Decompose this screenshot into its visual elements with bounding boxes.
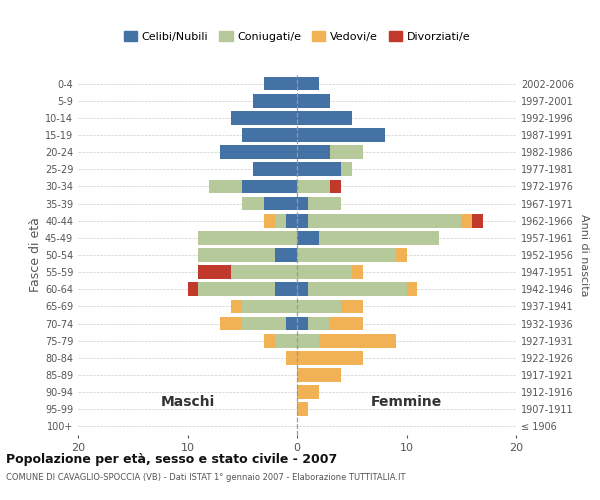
Bar xyxy=(308,196,341,210)
Text: Femmine: Femmine xyxy=(371,394,442,408)
Bar xyxy=(330,146,363,159)
Bar xyxy=(297,196,308,210)
Bar xyxy=(297,94,330,108)
Bar xyxy=(264,214,275,228)
Bar xyxy=(297,386,319,399)
Bar xyxy=(297,266,352,279)
Bar xyxy=(330,180,341,194)
Bar xyxy=(308,282,407,296)
Bar xyxy=(242,180,297,194)
Bar xyxy=(297,111,352,124)
Bar xyxy=(199,282,275,296)
Bar xyxy=(242,196,264,210)
Text: Popolazione per età, sesso e stato civile - 2007: Popolazione per età, sesso e stato civil… xyxy=(6,452,337,466)
Bar xyxy=(220,316,242,330)
Bar xyxy=(275,282,297,296)
Bar xyxy=(264,196,297,210)
Bar xyxy=(395,248,407,262)
Bar xyxy=(242,316,286,330)
Bar xyxy=(297,214,308,228)
Bar xyxy=(319,231,439,244)
Bar xyxy=(461,214,472,228)
Bar xyxy=(297,402,308,416)
Bar xyxy=(242,128,297,142)
Legend: Celibi/Nubili, Coniugati/e, Vedovi/e, Divorziati/e: Celibi/Nubili, Coniugati/e, Vedovi/e, Di… xyxy=(119,26,475,46)
Bar xyxy=(242,300,297,314)
Text: Maschi: Maschi xyxy=(160,394,215,408)
Bar xyxy=(297,316,308,330)
Bar xyxy=(297,248,395,262)
Bar xyxy=(297,368,341,382)
Bar xyxy=(319,334,395,347)
Bar xyxy=(232,300,242,314)
Bar xyxy=(297,351,362,364)
Y-axis label: Fasce di età: Fasce di età xyxy=(29,218,42,292)
Bar xyxy=(472,214,483,228)
Bar xyxy=(407,282,418,296)
Bar xyxy=(352,266,362,279)
Bar xyxy=(308,214,461,228)
Bar xyxy=(253,162,297,176)
Bar xyxy=(275,248,297,262)
Bar xyxy=(297,300,341,314)
Bar xyxy=(297,282,308,296)
Text: COMUNE DI CAVAGLIO-SPOCCIA (VB) - Dati ISTAT 1° gennaio 2007 - Elaborazione TUTT: COMUNE DI CAVAGLIO-SPOCCIA (VB) - Dati I… xyxy=(6,472,406,482)
Bar xyxy=(199,231,297,244)
Bar xyxy=(209,180,242,194)
Bar xyxy=(275,334,297,347)
Bar xyxy=(297,76,319,90)
Bar xyxy=(232,266,297,279)
Bar xyxy=(330,316,363,330)
Bar xyxy=(341,300,362,314)
Bar xyxy=(297,334,319,347)
Bar xyxy=(264,76,297,90)
Bar xyxy=(308,316,330,330)
Bar xyxy=(297,128,385,142)
Bar xyxy=(199,266,232,279)
Bar xyxy=(286,351,297,364)
Bar xyxy=(297,146,330,159)
Bar xyxy=(286,214,297,228)
Y-axis label: Anni di nascita: Anni di nascita xyxy=(579,214,589,296)
Bar xyxy=(297,162,341,176)
Bar xyxy=(297,180,330,194)
Bar xyxy=(341,162,352,176)
Bar xyxy=(264,334,275,347)
Bar xyxy=(253,94,297,108)
Bar xyxy=(275,214,286,228)
Bar xyxy=(187,282,199,296)
Bar xyxy=(232,111,297,124)
Bar xyxy=(297,231,319,244)
Bar xyxy=(220,146,297,159)
Bar xyxy=(199,248,275,262)
Bar xyxy=(286,316,297,330)
